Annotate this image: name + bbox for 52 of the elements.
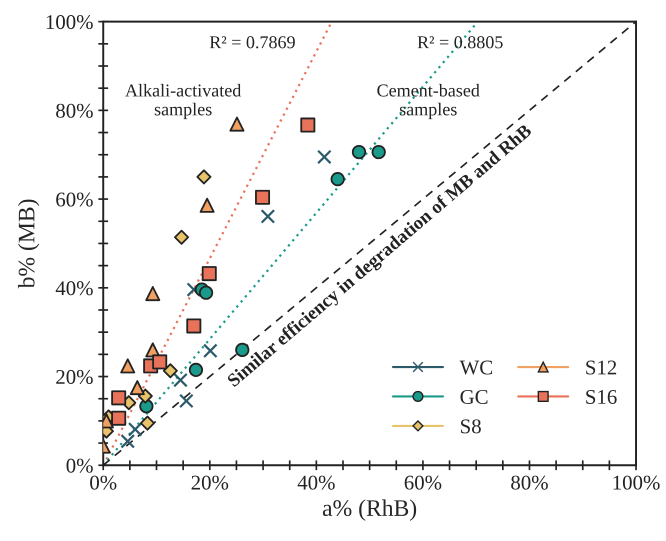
point — [188, 362, 204, 377]
y-tick-label: 100% — [46, 15, 93, 30]
x-axis-title: a% (RhB) — [322, 499, 416, 521]
point — [120, 434, 136, 449]
y-axis-title: b% (MB) — [18, 200, 40, 288]
point — [120, 358, 136, 374]
point — [372, 144, 386, 160]
point — [330, 172, 345, 186]
y-tick-label: 80% — [56, 104, 93, 118]
point — [300, 118, 316, 132]
y-tick-label: 20% — [56, 370, 93, 384]
annotation: R² = 0.7869 — [210, 36, 295, 48]
point — [140, 416, 155, 431]
point — [152, 354, 168, 370]
y-tick-label: 40% — [56, 281, 93, 296]
x-tick-label: 40% — [298, 476, 335, 490]
point — [145, 286, 160, 302]
point — [186, 318, 202, 334]
legend-label: S8 — [461, 419, 481, 434]
x-tick-label: 100% — [614, 476, 660, 490]
point — [317, 150, 332, 164]
y-tick-label: 60% — [56, 192, 93, 207]
point — [255, 190, 270, 205]
point — [196, 169, 212, 184]
point — [186, 282, 202, 297]
point — [130, 380, 145, 396]
point — [111, 390, 126, 406]
annotation: R² = 0.8805 — [418, 36, 503, 48]
legend-label: GC — [460, 390, 488, 404]
x-tick-label: 60% — [404, 476, 442, 490]
x-tick-label: 80% — [511, 476, 548, 490]
annotation: Alkali-activated samples — [125, 84, 242, 120]
legend-label: S16 — [586, 390, 617, 404]
legend-label: S12 — [586, 360, 616, 375]
point — [174, 230, 190, 245]
point — [260, 209, 276, 224]
point — [173, 372, 188, 388]
point — [162, 363, 178, 378]
point — [229, 116, 244, 132]
point — [352, 144, 366, 160]
point — [179, 394, 194, 408]
point — [200, 198, 215, 213]
annotation: Cement-based samples — [377, 84, 480, 120]
x-tick-label: 20% — [192, 476, 228, 490]
point — [198, 286, 214, 300]
point — [203, 343, 218, 358]
y-tick-label: 0% — [66, 458, 93, 473]
point — [202, 266, 217, 282]
legend-label: WC — [460, 360, 492, 375]
point — [111, 410, 126, 426]
x-tick-label: 0% — [90, 476, 116, 490]
point — [128, 422, 143, 437]
